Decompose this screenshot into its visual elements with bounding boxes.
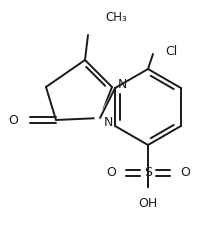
Polygon shape [109, 74, 185, 140]
Text: CH₃: CH₃ [104, 11, 126, 24]
Text: O: O [179, 167, 189, 180]
Text: OH: OH [138, 197, 157, 210]
Text: Cl: Cl [164, 45, 176, 58]
Text: N: N [117, 77, 127, 90]
Text: N: N [103, 117, 113, 130]
Text: O: O [106, 167, 115, 180]
Text: S: S [143, 167, 151, 180]
Text: O: O [8, 113, 18, 126]
